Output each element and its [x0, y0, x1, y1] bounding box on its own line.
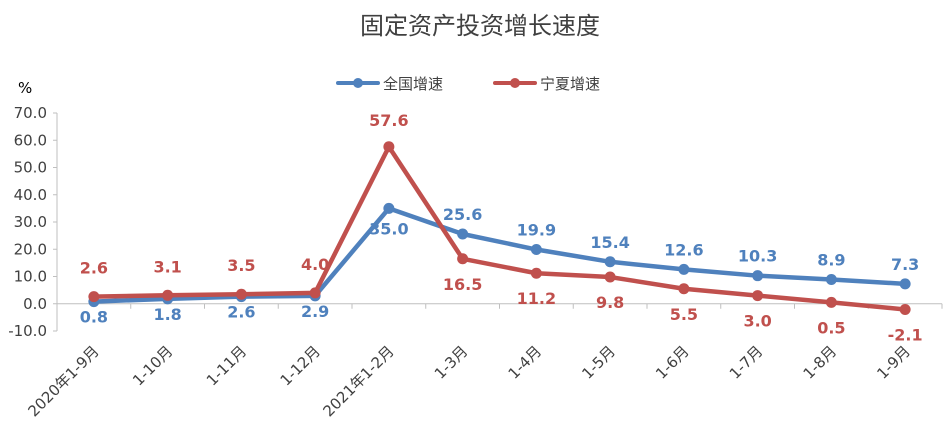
- y-tick-label: -10.0: [8, 322, 47, 340]
- data-label: 19.9: [517, 221, 556, 240]
- data-point: [604, 271, 616, 283]
- data-label: 3.1: [153, 257, 181, 276]
- data-point: [457, 228, 469, 240]
- data-point: [88, 291, 100, 303]
- y-tick-label: 60.0: [14, 131, 47, 149]
- legend: 全国增速 宁夏增速: [336, 75, 600, 93]
- data-point: [383, 202, 395, 214]
- data-point: [530, 244, 542, 256]
- data-point: [678, 283, 690, 295]
- x-tick-label: 1-9月: [873, 342, 914, 383]
- data-label: 2.9: [301, 302, 329, 321]
- data-label: 25.6: [443, 205, 482, 224]
- data-point: [752, 270, 764, 282]
- x-tick-label: 2020年1-9月: [24, 342, 102, 420]
- x-tick-label: 2021年1-2月: [319, 342, 397, 420]
- legend-label-1: 全国增速: [383, 75, 443, 93]
- x-tick-label: 1-4月: [505, 342, 546, 383]
- data-point: [383, 141, 395, 153]
- data-label: 5.5: [670, 305, 698, 324]
- data-label: 15.4: [590, 233, 629, 252]
- y-tick-label: 0.0: [23, 295, 47, 313]
- data-label: 35.0: [369, 219, 408, 238]
- data-label: 1.8: [153, 305, 181, 324]
- data-point: [825, 296, 837, 308]
- series-layer: [88, 141, 911, 315]
- data-label: 3.5: [227, 256, 255, 275]
- data-point: [604, 256, 616, 268]
- data-label: 3.0: [743, 312, 771, 331]
- data-point: [825, 273, 837, 285]
- x-tick-label: 1-10月: [129, 342, 176, 389]
- data-labels-layer: 0.8 1.8 2.6 2.9 35.0 25.6 19.9 15.4 12.6 10.3 8.9 7…: [80, 111, 923, 345]
- data-point: [752, 290, 764, 302]
- data-label: 0.5: [817, 318, 845, 337]
- data-label: 4.0: [301, 255, 329, 274]
- data-point: [235, 288, 247, 300]
- series-line-1: [91, 206, 908, 304]
- data-point: [899, 303, 911, 315]
- x-tick-label: 1-8月: [800, 342, 841, 383]
- data-point: [678, 263, 690, 275]
- series-line-2: [91, 144, 908, 312]
- y-tick-label: 40.0: [14, 186, 47, 204]
- x-tick-label: 1-3月: [431, 342, 472, 383]
- x-tick-label: 1-6月: [652, 342, 693, 383]
- data-label: 2.6: [227, 303, 255, 322]
- data-point: [530, 267, 542, 279]
- data-label: 0.8: [80, 308, 108, 327]
- data-point: [309, 287, 321, 299]
- data-point: [899, 278, 911, 290]
- data-label: 9.8: [596, 293, 624, 312]
- data-label: 7.3: [891, 255, 919, 274]
- data-label: 12.6: [664, 240, 703, 259]
- data-label: 57.6: [369, 111, 408, 130]
- x-tick-label: 1-5月: [578, 342, 619, 383]
- data-label: 16.5: [443, 275, 482, 294]
- legend-label-2: 宁夏增速: [540, 75, 600, 93]
- y-tick-label: 20.0: [14, 240, 47, 258]
- data-label: 10.3: [738, 247, 777, 266]
- data-label: 2.6: [80, 259, 108, 278]
- y-tick-label: 30.0: [14, 213, 47, 231]
- x-tick-label: 1-11月: [203, 342, 250, 389]
- y-tick-label: 50.0: [14, 159, 47, 177]
- y-tick-label: 10.0: [14, 268, 47, 286]
- y-tick-label: 70.0: [14, 104, 47, 122]
- data-label: 8.9: [817, 250, 845, 269]
- data-point: [162, 289, 174, 301]
- legend-marker-2: [510, 78, 520, 88]
- y-axis-unit: %: [18, 79, 32, 97]
- chart-title: 固定资产投资增长速度: [360, 12, 600, 40]
- legend-marker-1: [353, 78, 363, 88]
- data-label: 11.2: [517, 289, 556, 308]
- x-tick-label: 1-7月: [726, 342, 767, 383]
- data-label: -2.1: [888, 325, 923, 344]
- data-point: [457, 253, 469, 265]
- x-tick-label: 1-12月: [277, 342, 324, 389]
